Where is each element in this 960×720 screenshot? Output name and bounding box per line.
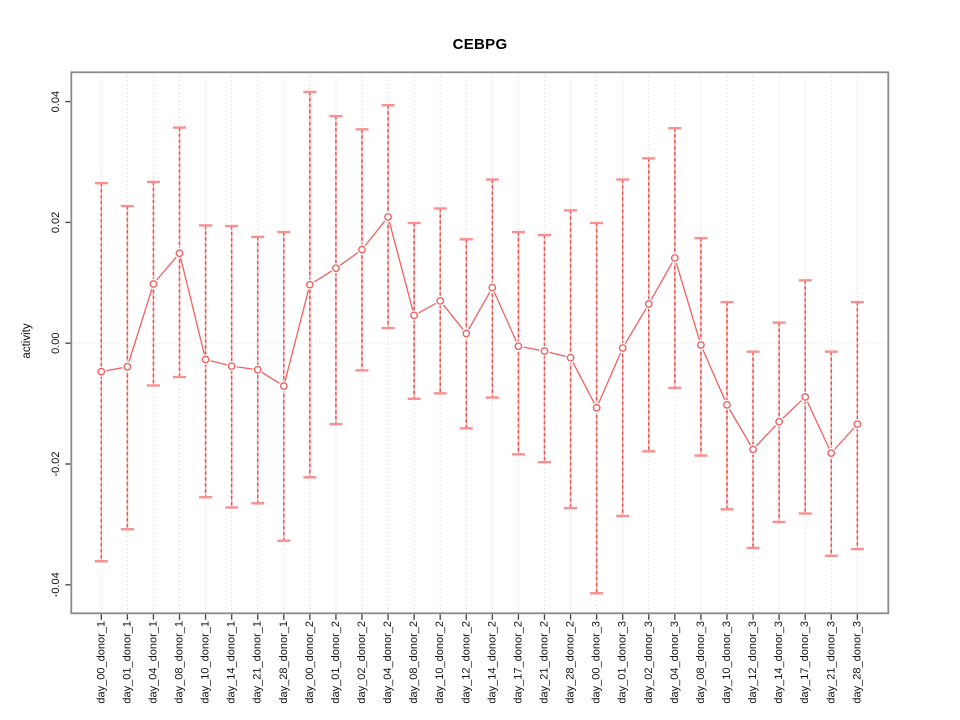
x-tick-label: day_28_donor_2 <box>565 621 577 704</box>
x-tick-label: day_08_donor_2 <box>408 621 420 704</box>
y-tick-label: 0.04 <box>50 91 62 112</box>
x-tick-label: day_08_donor_1 <box>174 621 186 704</box>
data-point-marker <box>775 417 784 426</box>
x-tick-label: day_17_donor_3 <box>799 621 811 704</box>
y-tick-label: -0.04 <box>50 572 62 597</box>
x-tick-label: day_14_donor_3 <box>773 621 785 704</box>
x-tick-label: day_00_donor_3 <box>591 621 603 704</box>
x-tick-label: day_02_donor_3 <box>643 621 655 704</box>
data-point-marker <box>540 347 549 355</box>
chart-title: CEBPG <box>452 36 508 53</box>
x-tick-label: day_21_donor_2 <box>538 621 550 704</box>
x-tick-label: day_10_donor_3 <box>721 621 733 704</box>
x-tick-label: day_21_donor_1 <box>252 621 264 704</box>
x-tick-label: day_00_donor_1 <box>95 621 107 704</box>
plot-border <box>70 71 890 615</box>
data-point-marker <box>149 280 158 288</box>
data-point-marker <box>618 344 627 352</box>
x-axis: day_00_donor_1 day_01_donor_1 day_04_donor… <box>95 614 863 704</box>
data-point-marker <box>436 297 445 305</box>
data-point-marker <box>801 393 810 401</box>
data-point-marker <box>358 245 366 254</box>
x-tick-label: day_02_donor_2 <box>356 621 368 704</box>
x-tick-label: day_28_donor_1 <box>278 621 290 704</box>
data-point-marker <box>592 403 601 412</box>
x-tick-label: day_17_donor_2 <box>512 621 524 704</box>
data-point-marker <box>670 254 679 262</box>
x-tick-label: day_21_donor_3 <box>825 621 837 704</box>
data-point-marker <box>827 449 836 458</box>
data-point-marker <box>566 353 575 362</box>
data-point-marker <box>749 445 757 454</box>
x-tick-label: day_12_donor_2 <box>460 621 472 704</box>
x-tick-label: day_04_donor_2 <box>382 621 394 704</box>
data-point-marker <box>462 329 471 338</box>
data-point-marker <box>97 367 106 376</box>
x-tick-label: day_10_donor_2 <box>434 621 446 704</box>
data-point-marker <box>488 283 497 292</box>
data-point-marker <box>175 249 184 258</box>
x-tick-label: day_01_donor_1 <box>121 621 133 704</box>
x-tick-label: day_01_donor_2 <box>330 621 342 704</box>
y-axis-label: activity <box>21 323 33 358</box>
data-point-marker <box>332 264 340 273</box>
data-point-marker <box>514 342 523 351</box>
data-point-marker <box>253 365 262 374</box>
y-tick-label: 0.02 <box>50 212 62 233</box>
data-point-marker <box>644 300 653 308</box>
x-tick-label: day_10_donor_1 <box>200 621 212 704</box>
data-point-marker <box>227 362 236 371</box>
data-point-marker <box>723 400 731 409</box>
x-tick-label: day_14_donor_2 <box>486 621 498 704</box>
data-point-marker <box>279 382 288 390</box>
data-point-marker <box>853 420 862 429</box>
x-tick-label: day_08_donor_3 <box>695 621 707 704</box>
data-point-marker <box>123 362 132 371</box>
data-point-marker <box>305 280 314 289</box>
x-tick-label: day_14_donor_1 <box>226 621 238 704</box>
y-tick-label: -0.02 <box>50 451 62 476</box>
x-tick-label: day_12_donor_3 <box>747 621 759 704</box>
data-points <box>96 211 863 459</box>
error-bars <box>94 90 864 595</box>
x-tick-label: day_04_donor_3 <box>669 621 681 704</box>
y-tick-label: 0.00 <box>50 332 62 353</box>
y-axis: -0.04 -0.02 0.00 0.02 0.04 <box>50 91 71 597</box>
data-point-marker <box>201 355 210 364</box>
x-tick-label: day_28_donor_3 <box>851 621 863 704</box>
data-point-marker <box>410 311 419 320</box>
x-tick-label: day_04_donor_1 <box>147 621 159 704</box>
x-tick-label: day_01_donor_3 <box>617 621 629 704</box>
data-point-marker <box>384 213 392 221</box>
x-tick-label: day_00_donor_2 <box>304 621 316 704</box>
series-line <box>101 215 858 455</box>
data-point-marker <box>697 341 705 349</box>
